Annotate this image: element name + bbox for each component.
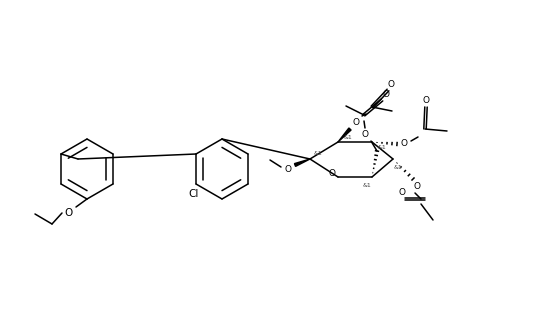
Text: O: O <box>400 139 407 147</box>
Text: &1: &1 <box>314 151 323 156</box>
Text: O: O <box>387 80 394 88</box>
Polygon shape <box>294 159 310 166</box>
Text: O: O <box>399 187 405 197</box>
Text: O: O <box>329 169 336 178</box>
Text: O: O <box>423 95 430 105</box>
Text: Cl: Cl <box>189 189 199 199</box>
Text: O: O <box>382 89 390 99</box>
Polygon shape <box>338 128 351 142</box>
Text: O: O <box>353 118 360 126</box>
Text: &1: &1 <box>363 183 372 187</box>
Text: O: O <box>362 130 368 139</box>
Text: &1: &1 <box>394 165 403 170</box>
Text: O: O <box>65 208 73 218</box>
Text: &1: &1 <box>378 145 386 150</box>
Text: O: O <box>413 182 421 191</box>
Text: &1: &1 <box>344 134 353 139</box>
Text: O: O <box>285 165 292 173</box>
